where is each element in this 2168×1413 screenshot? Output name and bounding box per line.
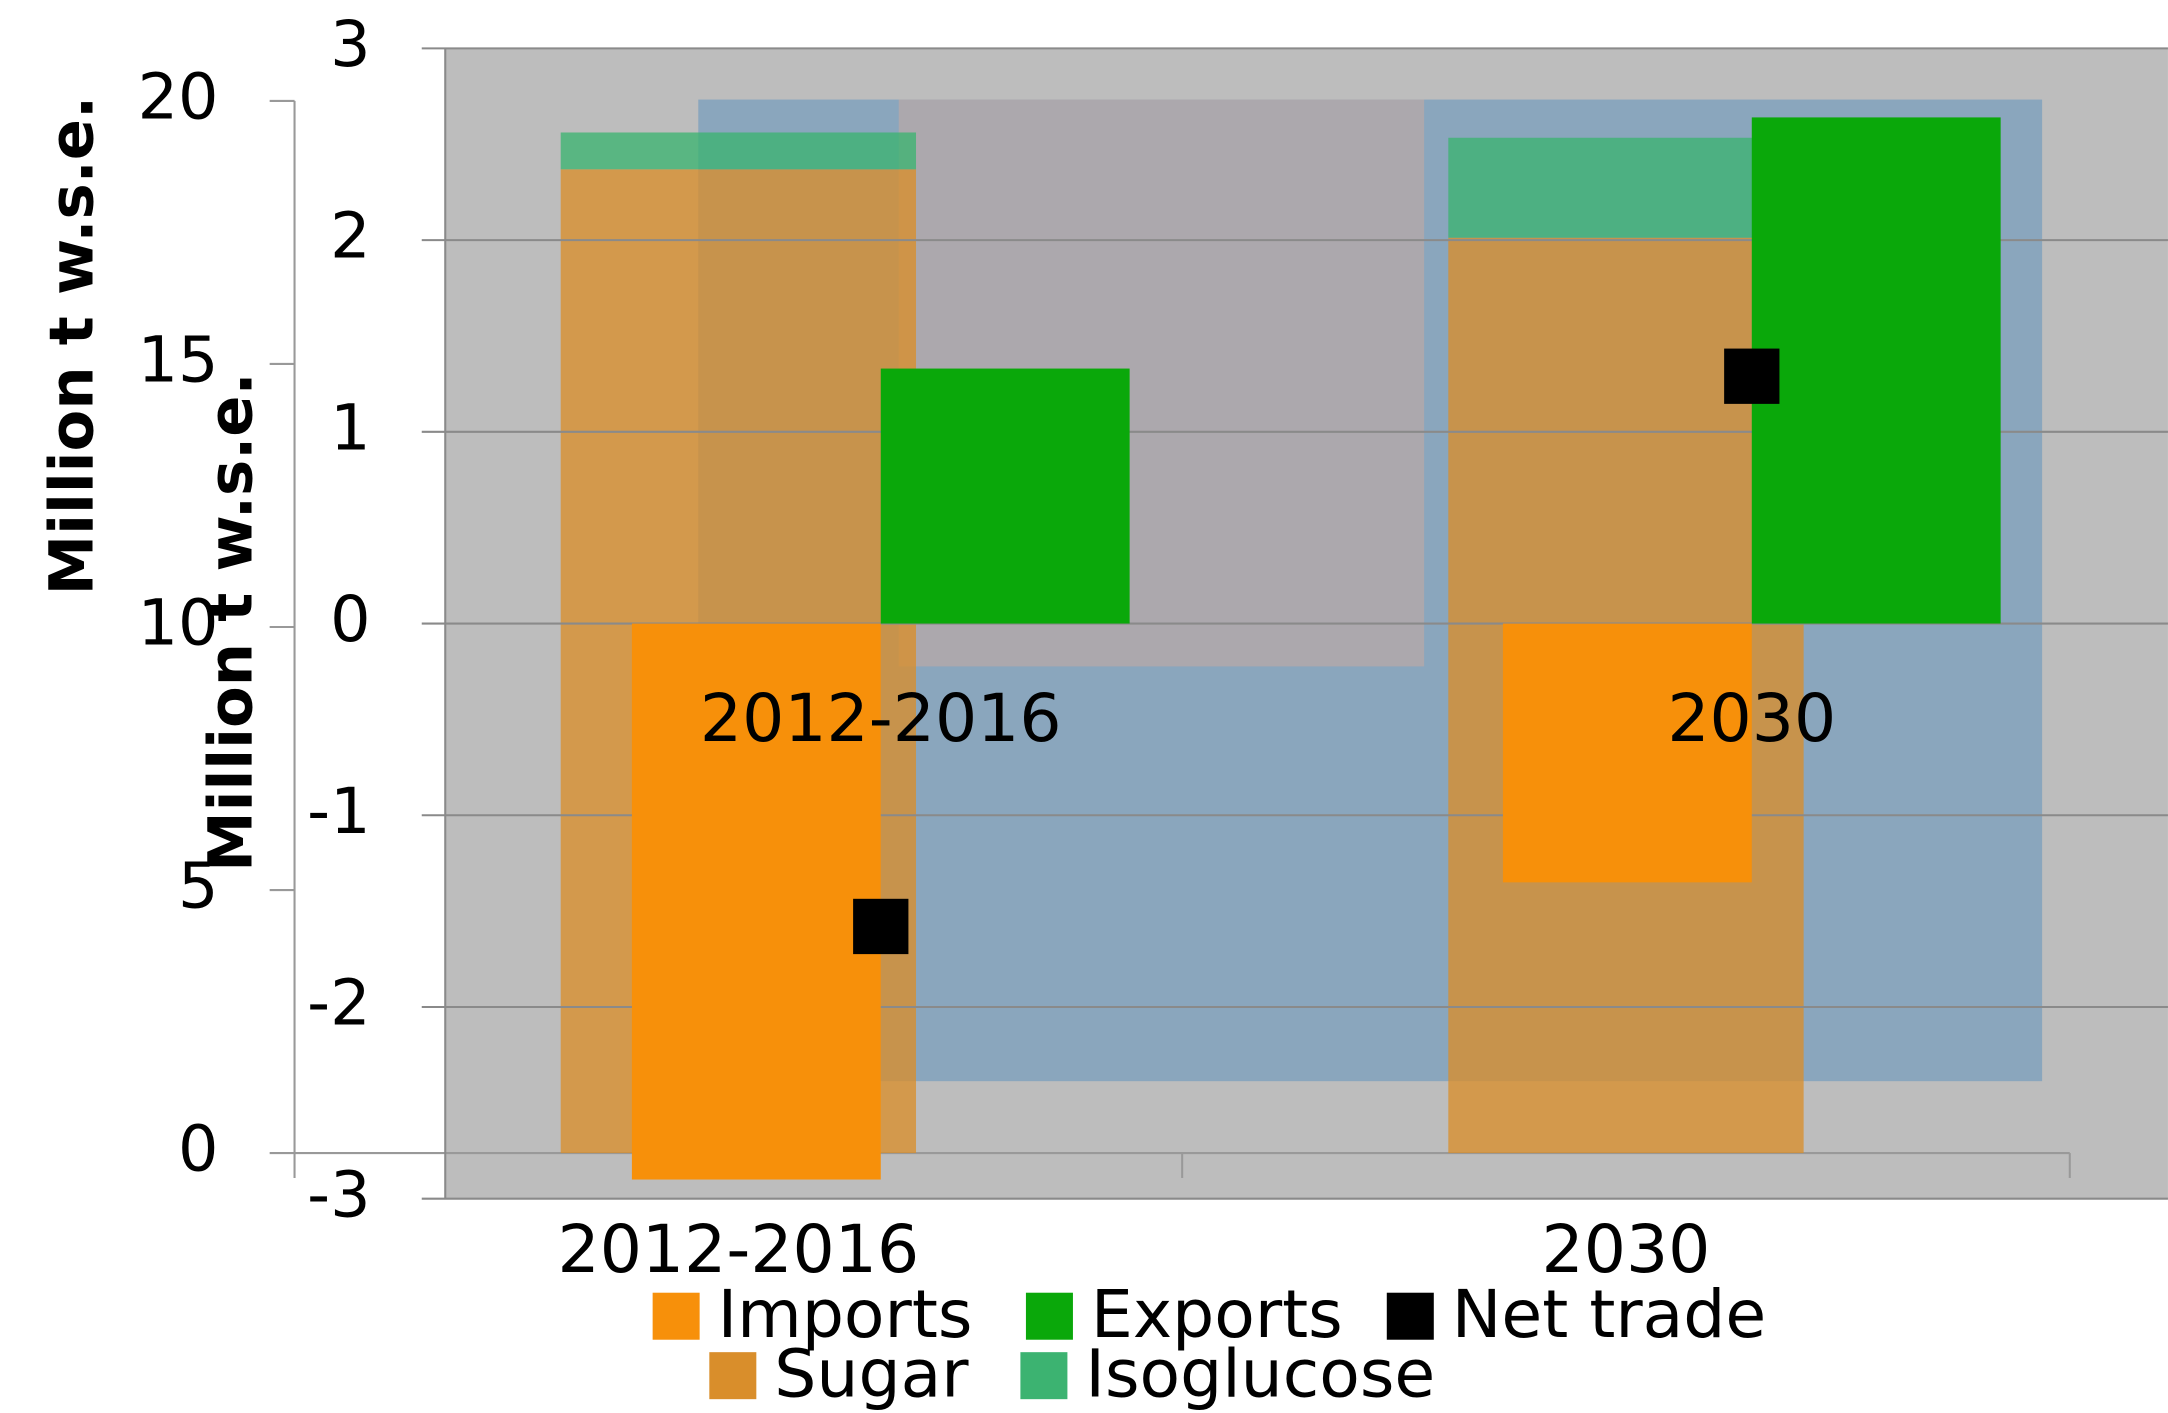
y-tick-label: -2 — [307, 966, 370, 1040]
x-tick-label: 2030 — [1667, 679, 1836, 757]
y-tick-label: 3 — [330, 7, 370, 81]
x-tick-label: 2030 — [1542, 1210, 1711, 1288]
y-tick-label: 5 — [178, 849, 218, 923]
legend-label: Sugar — [774, 1334, 969, 1412]
legend-swatch — [1386, 1292, 1434, 1340]
bar — [560, 132, 917, 170]
y-axis-title: Million t w.s.e. — [38, 96, 108, 596]
y-tick-label: 1 — [330, 390, 370, 464]
bar — [880, 368, 1130, 624]
y-tick-label: -1 — [307, 774, 370, 848]
x-tick-label: 2012-2016 — [700, 679, 1062, 757]
y-tick-label: 0 — [330, 582, 370, 656]
legend-label: Imports — [718, 1275, 973, 1353]
y-tick-label: 10 — [138, 586, 219, 660]
net-trade-marker — [853, 898, 909, 955]
legend-swatch — [652, 1292, 700, 1340]
legend-label: Isoglucose — [1085, 1334, 1435, 1412]
legend-label: Net trade — [1452, 1275, 1767, 1353]
y-tick-label: -3 — [307, 1157, 370, 1231]
legend-swatch — [1020, 1352, 1068, 1400]
bar — [631, 623, 881, 1180]
bar — [1751, 117, 2001, 624]
bar — [1502, 623, 1752, 883]
y-tick-label: 20 — [138, 60, 219, 134]
net-trade-marker — [1724, 348, 1780, 404]
x-tick-label: 2012-2016 — [557, 1210, 919, 1288]
bar — [1448, 137, 1804, 238]
y-axis-title: Million t w.s.e. — [197, 372, 267, 872]
legend-swatch — [709, 1352, 757, 1400]
legend-swatch — [1025, 1292, 1073, 1340]
y-tick-label: 0 — [178, 1112, 218, 1186]
legend-label: Exports — [1091, 1275, 1343, 1353]
y-tick-label: 2 — [330, 199, 370, 273]
y-tick-label: 15 — [138, 323, 219, 397]
